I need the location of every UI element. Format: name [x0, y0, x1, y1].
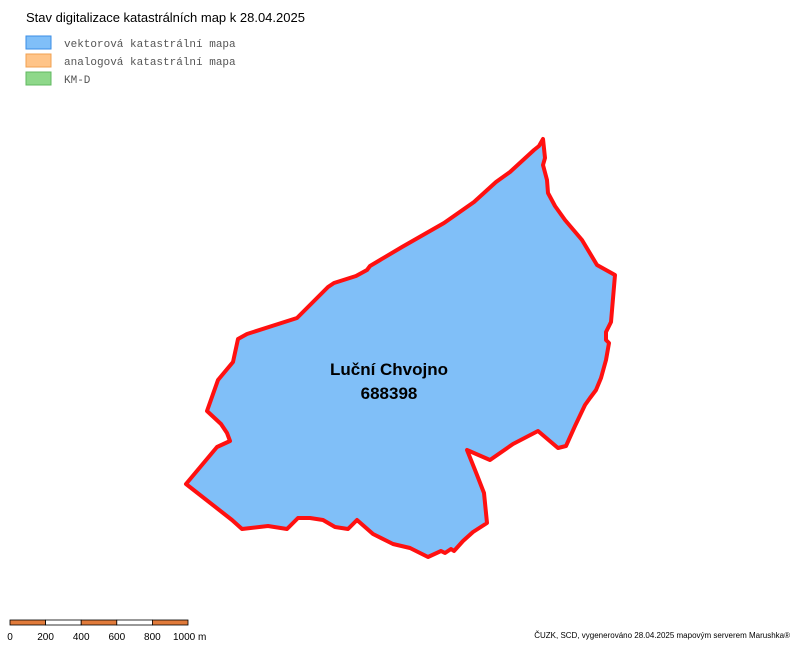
scale-label: 800 [144, 632, 161, 643]
scale-label: 600 [108, 632, 125, 643]
scale-segment [151, 619, 189, 626]
attribution: ČUZK, SCD, vygenerováno 28.04.2025 mapov… [534, 631, 790, 640]
scale-segment [116, 619, 153, 626]
scale-label: 1000 m [173, 632, 206, 643]
scale-segment [9, 619, 46, 626]
map-title: Stav digitalizace katastrálních map k 28… [26, 10, 305, 25]
legend-label: vektorová katastrální mapa [64, 39, 236, 51]
area-name: Luční Chvojno [330, 360, 448, 379]
legend-label: KM-D [64, 75, 91, 87]
scale-segment [45, 619, 82, 626]
legend-swatch [25, 53, 52, 68]
legend-label: analogová katastrální mapa [64, 57, 236, 69]
scale-label: 400 [73, 632, 90, 643]
scale-label: 200 [37, 632, 54, 643]
scale-label: 0 [7, 632, 13, 643]
scale-segment [80, 619, 118, 626]
legend-swatch [25, 35, 52, 50]
scale-bar [9, 619, 189, 626]
cadastral-area [184, 137, 617, 559]
legend-swatch [25, 71, 52, 86]
area-code: 688398 [361, 384, 418, 403]
